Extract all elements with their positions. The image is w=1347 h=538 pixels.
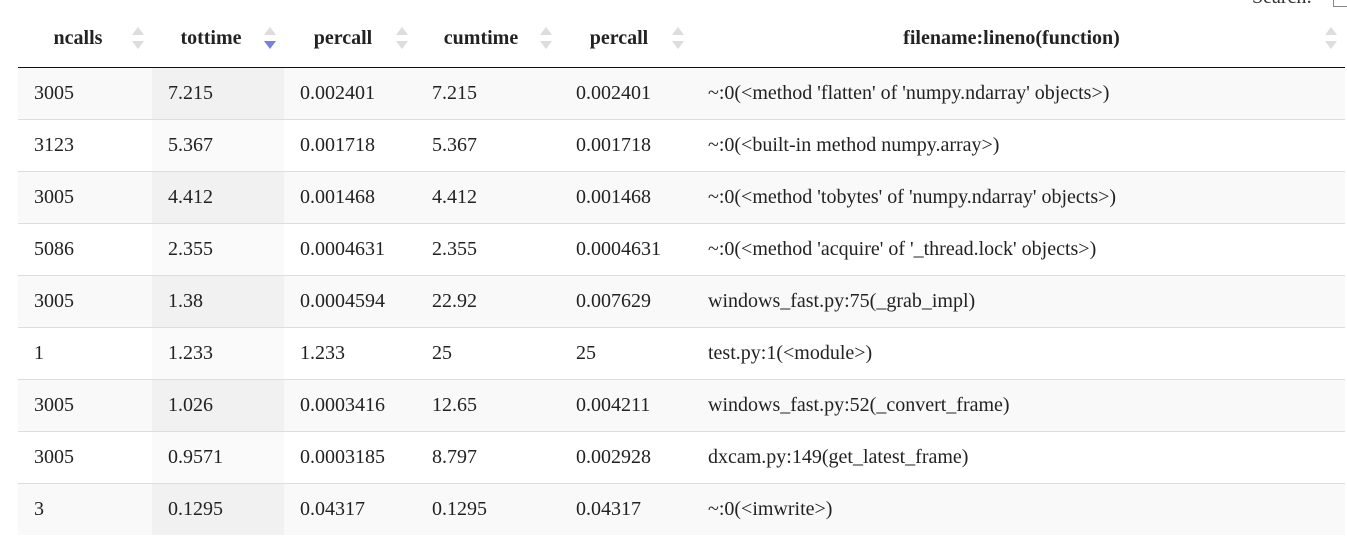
table-row: 3 0.1295 0.04317 0.1295 0.04317 ~:0(<imwrite>… <box>18 482 1345 535</box>
table-row: 5086 2.355 0.0004631 2.355 0.0004631 ~:0(<met… <box>18 222 1345 275</box>
table-cell: windows_fast.py:75(_grab_impl) <box>692 274 1345 327</box>
header-row: ncalls tottime percall cumtime percall filena… <box>18 10 1345 68</box>
table-cell: 5.367 <box>416 118 560 171</box>
column-header[interactable]: filename:lineno(function) <box>692 10 1345 68</box>
table-cell: test.py:1(<module>) <box>692 326 1345 379</box>
table-cell: 7.215 <box>416 66 560 119</box>
sort-icon <box>540 27 552 50</box>
column-header[interactable]: ncalls <box>18 10 152 68</box>
table-cell: 12.65 <box>416 378 560 431</box>
column-header[interactable]: tottime <box>152 10 284 68</box>
table-row: 1 1.233 1.233 25 25 test.py:1(<module>) <box>18 326 1345 379</box>
table-cell: 25 <box>560 326 692 379</box>
column-label: cumtime <box>443 26 519 49</box>
table-cell: 1 <box>18 326 152 379</box>
table-cell: 0.0003185 <box>284 430 416 483</box>
table-cell: 0.002401 <box>560 66 692 119</box>
table-cell: 0.1295 <box>416 482 560 535</box>
table-row: 3005 1.026 0.0003416 12.65 0.004211 windows_f… <box>18 378 1345 431</box>
table-cell: ~:0(<method 'flatten' of 'numpy.ndarray'… <box>692 66 1345 119</box>
table-cell: 0.0004594 <box>284 274 416 327</box>
table-cell: 3005 <box>18 430 152 483</box>
table-cell: 2.355 <box>416 222 560 275</box>
column-label: ncalls <box>53 26 103 49</box>
table-cell: 22.92 <box>416 274 560 327</box>
table-cell: 3005 <box>18 274 152 327</box>
table-cell: 0.007629 <box>560 274 692 327</box>
search-label: Search: <box>1252 0 1312 9</box>
table-cell: 1.38 <box>152 274 284 327</box>
table-cell: 7.215 <box>152 66 284 119</box>
table-cell: 0.0004631 <box>560 222 692 275</box>
table-cell: 0.0004631 <box>284 222 416 275</box>
table-cell: 3005 <box>18 170 152 223</box>
table-cell: 1.026 <box>152 378 284 431</box>
table-cell: 1.233 <box>152 326 284 379</box>
table-row: 3005 0.9571 0.0003185 8.797 0.002928 dxcam.py… <box>18 430 1345 483</box>
table-cell: 25 <box>416 326 560 379</box>
table-cell: ~:0(<method 'tobytes' of 'numpy.ndarray'… <box>692 170 1345 223</box>
table-cell: 0.9571 <box>152 430 284 483</box>
table-cell: 3 <box>18 482 152 535</box>
column-label: percall <box>313 26 373 49</box>
table-cell: 0.04317 <box>560 482 692 535</box>
column-header[interactable]: percall <box>560 10 692 68</box>
table-cell: 0.0003416 <box>284 378 416 431</box>
table-cell: 4.412 <box>152 170 284 223</box>
table-row: 3005 7.215 0.002401 7.215 0.002401 ~:0(<metho… <box>18 66 1345 119</box>
table-cell: 5086 <box>18 222 152 275</box>
table-cell: ~:0(<built-in method numpy.array>) <box>692 118 1345 171</box>
table-cell: 0.04317 <box>284 482 416 535</box>
table-cell: windows_fast.py:52(_convert_frame) <box>692 378 1345 431</box>
table-cell: 3005 <box>18 378 152 431</box>
table-cell: 2.355 <box>152 222 284 275</box>
table-cell: 0.002928 <box>560 430 692 483</box>
table-cell: 4.412 <box>416 170 560 223</box>
column-header[interactable]: percall <box>284 10 416 68</box>
table-cell: ~:0(<method 'acquire' of '_thread.lock' … <box>692 222 1345 275</box>
table-cell: 1.233 <box>284 326 416 379</box>
table-cell: 0.001718 <box>284 118 416 171</box>
search-input[interactable] <box>1333 0 1347 7</box>
table-body: 3005 7.215 0.002401 7.215 0.002401 ~:0(<metho… <box>18 66 1345 535</box>
sort-icon <box>672 27 684 50</box>
table-cell: 0.002401 <box>284 66 416 119</box>
table-cell: 0.001718 <box>560 118 692 171</box>
sort-icon <box>264 27 276 50</box>
column-label: tottime <box>180 26 242 49</box>
table-cell: 0.004211 <box>560 378 692 431</box>
column-label: filename:lineno(function) <box>903 26 1120 49</box>
table-cell: ~:0(<imwrite>) <box>692 482 1345 535</box>
table-cell: 3123 <box>18 118 152 171</box>
sort-icon <box>132 27 144 50</box>
column-label: percall <box>589 26 649 49</box>
table-cell: 0.001468 <box>560 170 692 223</box>
table-cell: 5.367 <box>152 118 284 171</box>
table-row: 3005 4.412 0.001468 4.412 0.001468 ~:0(<metho… <box>18 170 1345 223</box>
table-row: 3123 5.367 0.001718 5.367 0.001718 ~:0(<built… <box>18 118 1345 171</box>
table-cell: 0.001468 <box>284 170 416 223</box>
sort-icon <box>1325 27 1337 50</box>
table-cell: 8.797 <box>416 430 560 483</box>
profile-table: ncalls tottime percall cumtime percall filena… <box>18 10 1345 535</box>
column-header[interactable]: cumtime <box>416 10 560 68</box>
table-cell: 3005 <box>18 66 152 119</box>
table-cell: 0.1295 <box>152 482 284 535</box>
table-row: 3005 1.38 0.0004594 22.92 0.007629 windows_fa… <box>18 274 1345 327</box>
table-cell: dxcam.py:149(get_latest_frame) <box>692 430 1345 483</box>
sort-icon <box>396 27 408 50</box>
